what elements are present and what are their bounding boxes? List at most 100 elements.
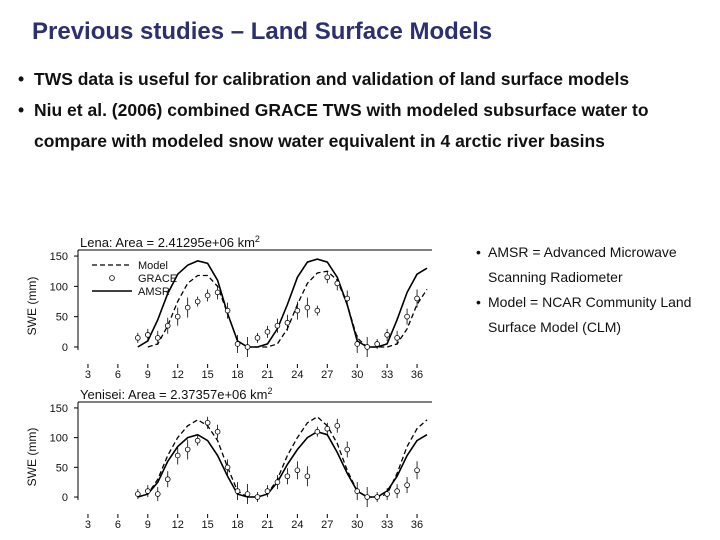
grace-point <box>404 482 410 488</box>
bullet-item: • Niu et al. (2006) combined GRACE TWS w… <box>18 95 708 157</box>
grace-point <box>174 313 181 320</box>
legend-entry-label: Model <box>138 260 168 272</box>
grace-point <box>364 494 370 500</box>
x-tick-label: 33 <box>381 519 393 531</box>
x-tick-label: 24 <box>291 519 303 531</box>
grace-point <box>264 329 271 335</box>
x-tick-label: 36 <box>411 369 423 381</box>
grace-point <box>384 332 390 338</box>
grace-point <box>244 344 251 350</box>
grace-point <box>364 344 370 350</box>
grace-point <box>304 304 311 311</box>
note-text: AMSR = Advanced Microwave Scanning Radio… <box>488 244 677 285</box>
grace-point <box>164 476 171 483</box>
grace-point <box>214 428 221 435</box>
side-notes: • AMSR = Advanced Microwave Scanning Rad… <box>476 240 716 340</box>
x-tick-label: 3 <box>85 369 91 381</box>
grace-point <box>284 473 291 480</box>
bullet-glyph: • <box>18 100 25 120</box>
grace-point <box>394 335 400 341</box>
x-tick-label: 24 <box>291 369 303 381</box>
bullet-glyph: • <box>476 294 481 310</box>
grace-point <box>384 491 390 497</box>
x-tick-label: 27 <box>321 519 333 531</box>
note-item: • Model = NCAR Community Land Surface Mo… <box>476 290 716 340</box>
grace-point <box>224 464 231 471</box>
grace-point <box>145 488 151 494</box>
bullet-list: • TWS data is useful for calibration and… <box>18 64 708 157</box>
grace-point <box>135 335 141 341</box>
bullet-text: Niu et al. (2006) combined GRACE TWS wit… <box>34 100 649 151</box>
x-tick-label: 9 <box>145 369 151 381</box>
slide-title: Previous studies – Land Surface Models <box>32 18 493 45</box>
chart-panel: Lena: Area = 2.41295e+06 km2 0 50 100 150 SWE… <box>25 234 432 381</box>
x-tick-label: 33 <box>381 369 393 381</box>
grace-point <box>164 322 171 329</box>
bullet-text: TWS data is useful for calibration and v… <box>34 69 630 89</box>
grace-point <box>324 425 331 432</box>
grace-point <box>274 479 281 485</box>
y-tick-label: 100 <box>50 281 68 293</box>
legend-entry-label: GRACE <box>138 273 177 285</box>
x-tick-label: 15 <box>202 519 214 531</box>
grace-point <box>214 289 221 296</box>
x-tick-label: 9 <box>145 519 151 531</box>
grace-point <box>254 494 261 500</box>
y-tick-label: 100 <box>50 433 68 445</box>
grace-point <box>204 419 211 426</box>
x-tick-label: 36 <box>411 519 423 531</box>
grace-point <box>154 335 161 341</box>
bullet-glyph: • <box>476 244 481 260</box>
chart-title: Yenisei: Area = 2.37357e+06 km2 <box>80 386 272 402</box>
y-tick-label: 0 <box>62 492 68 504</box>
y-axis-label: SWE (mm) <box>25 428 39 487</box>
grace-point <box>284 319 291 326</box>
legend-entry-label: AMSR <box>138 286 170 298</box>
grace-point <box>324 274 331 281</box>
y-tick-label: 50 <box>56 462 68 474</box>
bullet-item: • TWS data is useful for calibration and… <box>18 64 708 95</box>
grace-point <box>314 307 321 314</box>
grace-point <box>394 488 400 494</box>
grace-point <box>304 473 311 480</box>
x-tick-label: 30 <box>351 519 363 531</box>
grace-point <box>294 467 301 474</box>
amsr-series-line <box>137 430 428 498</box>
grace-point <box>334 280 341 287</box>
y-tick-label: 0 <box>62 342 68 354</box>
grace-point <box>334 422 341 429</box>
grace-point <box>314 428 321 435</box>
grace-point <box>204 292 211 299</box>
x-tick-label: 21 <box>261 369 273 381</box>
grace-point <box>135 491 141 497</box>
y-tick-label: 150 <box>50 251 68 263</box>
grace-point <box>194 298 201 305</box>
bullet-glyph: • <box>18 69 25 89</box>
x-tick-label: 30 <box>351 369 363 381</box>
grace-point <box>344 446 351 453</box>
x-tick-label: 3 <box>85 519 91 531</box>
chart-title-superscript: 2 <box>255 234 260 244</box>
chart-title: Lena: Area = 2.41295e+06 km2 <box>80 234 260 250</box>
y-tick-label: 50 <box>56 312 68 324</box>
grace-point <box>174 452 181 459</box>
x-tick-label: 6 <box>115 369 121 381</box>
x-tick-label: 6 <box>115 519 121 531</box>
grace-point <box>145 332 151 338</box>
x-tick-label: 21 <box>261 519 273 531</box>
grace-point <box>224 307 231 314</box>
y-tick-label: 150 <box>50 403 68 415</box>
grace-point <box>344 295 351 302</box>
x-tick-label: 15 <box>202 369 214 381</box>
x-tick-label: 18 <box>231 369 243 381</box>
model-series-line <box>137 415 428 498</box>
note-item: • AMSR = Advanced Microwave Scanning Rad… <box>476 240 716 290</box>
grace-point <box>184 304 191 311</box>
legend-grace-marker <box>109 275 115 281</box>
grace-point <box>234 488 241 494</box>
x-tick-label: 12 <box>172 519 184 531</box>
grace-point <box>404 313 410 320</box>
grace-point <box>414 295 420 302</box>
grace-point <box>374 341 380 347</box>
grace-point <box>274 322 281 329</box>
